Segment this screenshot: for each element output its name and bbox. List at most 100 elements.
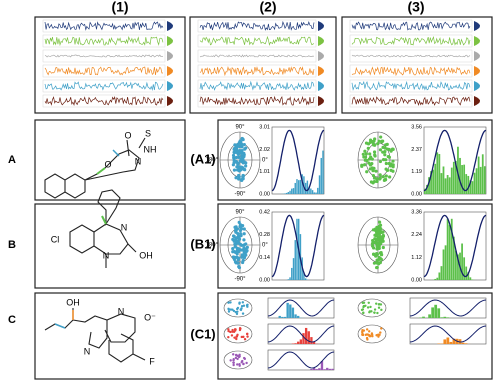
hist-bar bbox=[434, 305, 437, 318]
polar-point bbox=[244, 248, 247, 251]
hist-bar bbox=[443, 166, 445, 194]
polar-label: -90° bbox=[234, 277, 246, 283]
hist-bar bbox=[291, 268, 292, 280]
hist-bar bbox=[434, 164, 436, 194]
hist-bar bbox=[432, 170, 434, 194]
side-histogram bbox=[318, 66, 324, 76]
trace-frame bbox=[43, 20, 165, 32]
trace bbox=[45, 97, 163, 105]
polar-point bbox=[363, 163, 366, 166]
hist-bar bbox=[484, 166, 486, 194]
hist-bar bbox=[447, 175, 449, 194]
hist-bar bbox=[295, 183, 296, 194]
hist-bar bbox=[447, 219, 449, 280]
trace-frame bbox=[43, 95, 165, 107]
hist-tick: 0.00 bbox=[411, 191, 422, 197]
polar-point bbox=[369, 306, 371, 308]
hist-bar bbox=[298, 180, 299, 194]
hist-bar bbox=[291, 189, 292, 194]
atom-label: F bbox=[149, 356, 155, 366]
hist-tick: 0.42 bbox=[259, 209, 270, 215]
polar-point bbox=[377, 230, 380, 233]
hist-bar bbox=[428, 314, 431, 318]
polar-point bbox=[373, 311, 375, 313]
polar-point bbox=[239, 329, 241, 331]
hist-bar bbox=[480, 167, 482, 194]
polar-point bbox=[368, 152, 371, 155]
polar-point bbox=[243, 232, 246, 235]
hist-bar bbox=[310, 189, 311, 194]
hist-bar bbox=[316, 369, 318, 370]
polar-point bbox=[371, 241, 374, 244]
atom-label: N bbox=[103, 250, 110, 260]
polar-point bbox=[365, 152, 368, 155]
hist-bar bbox=[446, 338, 449, 344]
polar-point bbox=[229, 331, 231, 333]
polar-point bbox=[235, 338, 237, 340]
polar-point bbox=[387, 155, 390, 158]
row-label: A bbox=[8, 154, 16, 166]
hist-bar bbox=[289, 191, 290, 194]
polar-point bbox=[240, 178, 243, 181]
polar-point bbox=[389, 164, 392, 167]
hist-bar bbox=[300, 180, 301, 194]
hist-bar bbox=[436, 278, 438, 280]
polar-point bbox=[231, 331, 233, 333]
polar-point bbox=[379, 227, 382, 230]
polar-point bbox=[236, 310, 238, 312]
polar-point bbox=[243, 227, 246, 230]
row-label: C bbox=[8, 314, 16, 326]
polar-point bbox=[241, 261, 244, 264]
polar-point bbox=[373, 262, 376, 265]
polar-point bbox=[235, 357, 237, 359]
polar-point bbox=[238, 169, 241, 172]
hist-tick: 3.56 bbox=[411, 124, 422, 130]
polar-point bbox=[367, 147, 370, 150]
polar-point bbox=[384, 143, 387, 146]
polar-point bbox=[243, 305, 245, 307]
polar-point bbox=[373, 153, 376, 156]
polar-point bbox=[376, 241, 379, 244]
polar-point bbox=[379, 177, 382, 180]
polar-point bbox=[360, 165, 363, 168]
side-histogram bbox=[474, 21, 480, 31]
polar-point bbox=[381, 237, 384, 240]
hist-bar bbox=[441, 266, 443, 280]
atom-label: O⁻ bbox=[144, 312, 156, 322]
polar-point bbox=[238, 302, 240, 304]
trace bbox=[45, 37, 163, 45]
polar-point bbox=[233, 256, 236, 259]
hist-bar bbox=[292, 308, 294, 318]
hist-tick: 0.00 bbox=[411, 277, 422, 283]
polar-point bbox=[362, 312, 364, 314]
atom-label: N bbox=[118, 306, 125, 316]
polar-point bbox=[242, 238, 245, 241]
polar-point bbox=[244, 164, 247, 167]
polar-point bbox=[382, 158, 385, 161]
trace bbox=[200, 55, 314, 57]
trace bbox=[200, 97, 314, 105]
hist-bar bbox=[293, 258, 294, 280]
side-histogram bbox=[474, 81, 480, 91]
polar-point bbox=[373, 137, 376, 140]
polar-point bbox=[241, 157, 244, 160]
polar-point bbox=[375, 234, 378, 237]
polar-point bbox=[230, 308, 232, 310]
hist-tick: 2.02 bbox=[259, 147, 270, 153]
polar-point bbox=[378, 303, 380, 305]
polar-point bbox=[371, 335, 373, 337]
polar-point bbox=[379, 148, 382, 151]
side-histogram bbox=[474, 66, 480, 76]
polar-point bbox=[381, 151, 384, 154]
hist-bar bbox=[440, 317, 443, 318]
polar-point bbox=[379, 242, 382, 245]
hist-bar bbox=[331, 369, 333, 370]
hist-tick: 0.14 bbox=[259, 255, 270, 261]
polar-point bbox=[385, 168, 388, 171]
hist-bar bbox=[437, 308, 440, 318]
polar-point bbox=[365, 142, 368, 145]
polar-point bbox=[232, 163, 235, 166]
column-header: (1) bbox=[111, 0, 128, 15]
atom-label: OH bbox=[139, 250, 153, 260]
polar-point bbox=[369, 335, 371, 337]
